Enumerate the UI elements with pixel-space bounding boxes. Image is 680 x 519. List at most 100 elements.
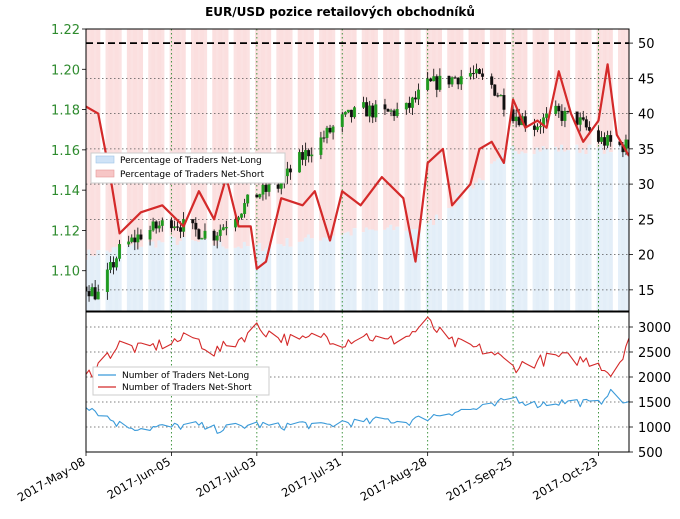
net-short-share-bar (258, 29, 263, 244)
net-short-share-bar (538, 29, 543, 152)
net-long-share-bar (605, 144, 610, 311)
candle-body (352, 107, 356, 118)
left-tick-label: 1.18 (51, 104, 80, 119)
x-tick-label: 2017-Jul-03 (194, 454, 259, 499)
price-candles (86, 63, 629, 302)
net-long-share-bar (297, 241, 302, 311)
candle-body (255, 194, 259, 198)
candle-body (481, 73, 485, 77)
net-long-share-bar (453, 205, 458, 311)
candle-body (517, 116, 521, 126)
net-long-share-bar (175, 244, 180, 311)
x-tick-label: 2017-Jun-05 (105, 454, 173, 502)
candle-body (115, 258, 118, 268)
candle-body (459, 76, 463, 85)
legend-swatch-net-short-percent (95, 169, 115, 178)
candle-body (627, 139, 629, 149)
right-tick-label: 2500 (638, 346, 671, 361)
net-short-share-bar (276, 29, 281, 244)
candle-body (86, 286, 88, 292)
candle-body (96, 291, 100, 300)
candle-body (264, 184, 268, 192)
net-short-share-bar (96, 29, 101, 251)
candle-body (539, 126, 542, 128)
net-long-share-bar (627, 151, 629, 311)
net-long-share-bar (264, 248, 269, 311)
net-short-share-bar (132, 29, 137, 244)
net-short-share-bar (434, 29, 439, 215)
candle-body (169, 220, 173, 229)
net-long-share-bar (416, 228, 421, 311)
right-tick-label: 1000 (638, 421, 671, 436)
net-long-share-bar (489, 163, 494, 311)
net-short-share-bar (489, 29, 494, 164)
net-short-share-bar (215, 29, 220, 247)
net-long-share-bar (621, 148, 626, 311)
net-long-share-bar (300, 241, 305, 311)
net-short-share-bar (532, 29, 537, 155)
net-long-share-bar (410, 229, 415, 311)
candle-body (429, 78, 433, 82)
net-short-share-bar (346, 29, 351, 232)
candle-body (136, 234, 140, 243)
net-short-share-bar (267, 29, 272, 245)
legend-label-net-short-percent: Percentage of Traders Net-Short (120, 170, 265, 180)
net-long-share-bar (517, 154, 522, 311)
candle-body (151, 221, 155, 231)
candle-body (118, 244, 122, 259)
candle-body (581, 117, 585, 120)
x-tick-label: 2017-Aug-28 (358, 454, 429, 503)
net-short-share-bar (285, 29, 290, 239)
right-tick-label: 30 (638, 178, 655, 193)
left-tick-label: 1.14 (51, 184, 80, 199)
candle-body (536, 126, 539, 130)
net-long-share-bar (544, 148, 549, 311)
net-long-share-bar (511, 146, 516, 311)
net-short-share-bar (86, 29, 89, 260)
lower-panel: 500 1000 1500 2000 2500 3000 Number of Trader… (85, 311, 671, 461)
net-short-share-bar (453, 29, 458, 206)
net-short-share-bar (459, 29, 464, 199)
candle-body (340, 114, 344, 127)
legend-label-net-long-count: Number of Traders Net-Long (122, 371, 249, 381)
candle-body (566, 110, 570, 113)
candle-body (368, 105, 372, 117)
candle-body (609, 135, 613, 142)
net-long-share-bar (563, 151, 568, 311)
net-short-share-bar (117, 29, 122, 249)
net-short-share-bar (309, 29, 314, 239)
net-long-share-bar (224, 248, 229, 311)
candle-body (563, 110, 567, 121)
candle-body (93, 287, 97, 300)
net-long-share-bar (200, 238, 205, 311)
candle-body (285, 168, 289, 177)
net-long-share-bar (520, 151, 525, 311)
net-long-share-bar (267, 244, 272, 311)
net-long-share-bar (285, 238, 290, 311)
net-long-share-bar (160, 242, 165, 311)
net-short-share-bar (523, 29, 528, 154)
net-short-share-bar (621, 29, 626, 149)
net-long-share-bar (459, 198, 464, 311)
net-long-share-bar (215, 246, 220, 311)
net-short-share-bar (471, 29, 476, 189)
net-long-share-bar (386, 227, 391, 311)
net-short-share-bar (175, 29, 180, 245)
candle-body (496, 95, 500, 97)
net-short-share-bar (303, 29, 308, 238)
net-long-share-bar (499, 155, 504, 311)
x-axis-ticks: 2017-May-08 2017-Jun-05 2017-Jul-03 2017-Ju… (15, 452, 600, 504)
candle-body (331, 126, 335, 133)
net-short-share-bar (190, 29, 195, 241)
net-short-share-bar (282, 29, 287, 247)
candle-body (154, 221, 158, 229)
net-short-share-bar (233, 29, 238, 248)
candle-body (328, 127, 332, 133)
lower-legend: Number of Traders Net-Long Number of Tra… (92, 366, 270, 396)
net-long-share-bar (587, 144, 592, 311)
right-tick-label: 3000 (638, 321, 671, 336)
candle-body (606, 135, 610, 146)
net-long-share-bar (395, 226, 400, 311)
net-long-share-bar (349, 235, 354, 311)
net-short-share-bar (477, 29, 482, 179)
